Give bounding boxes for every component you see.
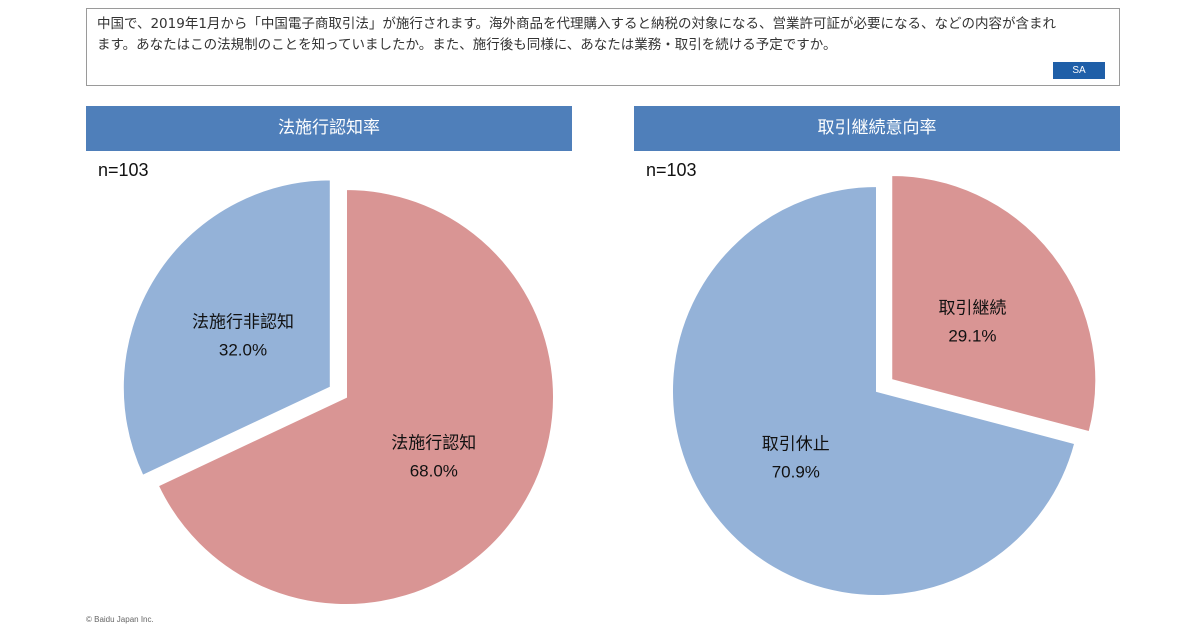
slice-label-0-0: 法施行認知: [391, 434, 476, 454]
slice-label-0-1: 法施行非認知: [192, 313, 294, 333]
chart-title-continuation: 取引継続意向率: [634, 106, 1120, 151]
sa-badge: SA: [1053, 62, 1105, 79]
pie-slice-1-1: [671, 184, 1077, 597]
pie-slice-0-0: [156, 187, 555, 606]
sample-size-left: n=103: [98, 160, 149, 180]
slice-value-0-0: 68.0%: [410, 462, 458, 481]
chart-title-awareness: 法施行認知率: [86, 106, 572, 151]
pie-slice-0-1: [121, 178, 332, 478]
slice-value-1-0: 29.1%: [948, 326, 996, 345]
slice-value-1-1: 70.9%: [772, 463, 820, 482]
question-text: 中国で、2019年1月から「中国電子商取引法」が施行されます。海外商品を代理購入…: [97, 16, 1057, 53]
slice-value-0-1: 32.0%: [219, 341, 267, 360]
question-box: 中国で、2019年1月から「中国電子商取引法」が施行されます。海外商品を代理購入…: [86, 8, 1120, 86]
copyright-footer: © Baidu Japan Inc.: [86, 615, 154, 624]
pie-slice-1-0: [890, 174, 1098, 434]
sample-size-right: n=103: [646, 160, 697, 180]
slice-label-1-1: 取引休止: [762, 435, 830, 455]
slice-label-1-0: 取引継続: [938, 298, 1006, 318]
